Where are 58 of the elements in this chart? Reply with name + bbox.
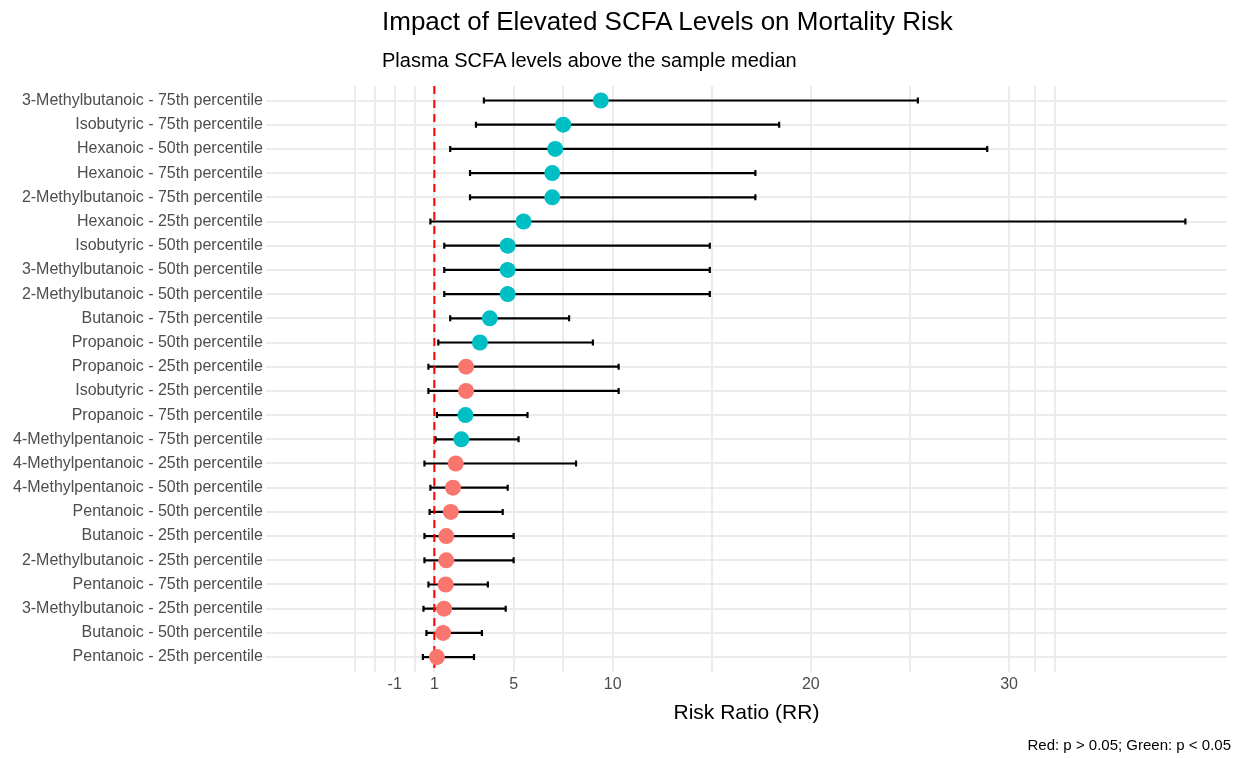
y-tick-label: Propanoic - 25th percentile xyxy=(71,357,264,375)
chart-subtitle: Plasma SCFA levels above the sample median xyxy=(382,49,797,72)
point xyxy=(437,576,454,593)
point xyxy=(544,165,561,182)
point xyxy=(435,624,452,641)
point xyxy=(438,528,455,545)
y-tick-label: 3-Methylbutanoic - 50th percentile xyxy=(21,260,264,278)
point xyxy=(428,649,445,666)
y-tick-label: Hexanoic - 50th percentile xyxy=(77,139,264,157)
y-tick-label: Isobutyric - 25th percentile xyxy=(75,381,264,399)
point xyxy=(544,189,561,206)
y-tick-label: Isobutyric - 75th percentile xyxy=(75,115,264,133)
x-tick-label: 5 xyxy=(509,674,519,692)
y-tick-label: 2-Methylbutanoic - 25th percentile xyxy=(21,550,264,568)
point xyxy=(515,213,532,230)
y-tick-label: Butanoic - 50th percentile xyxy=(81,623,264,641)
y-tick-label: Pentanoic - 75th percentile xyxy=(72,574,264,592)
y-tick-label: 4-Methylpentanoic - 50th percentile xyxy=(13,478,264,496)
point xyxy=(444,479,461,496)
y-tick-label: 2-Methylbutanoic - 50th percentile xyxy=(21,284,264,302)
x-tick-label: 1 xyxy=(429,674,439,692)
chart-title: Impact of Elevated SCFA Levels on Mortality Risk xyxy=(382,6,953,37)
point xyxy=(436,600,453,617)
x-axis-title: Risk Ratio (RR) xyxy=(673,700,820,724)
text: Red: p > 0.05; Green: p < 0.05 xyxy=(1027,736,1231,753)
y-tick-label: Pentanoic - 50th percentile xyxy=(72,502,264,520)
point xyxy=(592,92,609,109)
point xyxy=(458,358,475,375)
point xyxy=(447,455,464,472)
point xyxy=(457,407,474,424)
point xyxy=(547,140,564,157)
point xyxy=(438,552,455,569)
point xyxy=(471,334,488,351)
point xyxy=(499,237,516,254)
y-tick-label: Hexanoic - 25th percentile xyxy=(77,211,264,229)
point xyxy=(442,503,459,520)
point xyxy=(499,286,516,303)
x-tick-label: -1 xyxy=(387,674,402,692)
y-tick-label: 4-Methylpentanoic - 25th percentile xyxy=(13,453,264,471)
y-tick-label: 4-Methylpentanoic - 75th percentile xyxy=(13,429,264,447)
point xyxy=(555,116,572,133)
y-tick-label: Butanoic - 25th percentile xyxy=(81,526,264,544)
x-tick-label: 30 xyxy=(1000,674,1019,692)
y-tick-label: Hexanoic - 75th percentile xyxy=(77,163,264,181)
y-tick-label: Propanoic - 75th percentile xyxy=(71,405,264,423)
point xyxy=(458,382,475,399)
y-tick-label: Isobutyric - 50th percentile xyxy=(75,236,264,254)
point xyxy=(481,310,498,327)
y-tick-label: 2-Methylbutanoic - 75th percentile xyxy=(21,187,264,205)
point xyxy=(453,431,470,448)
y-tick-label: 3-Methylbutanoic - 25th percentile xyxy=(21,599,264,617)
x-tick-label: 10 xyxy=(603,674,622,692)
y-tick-label: Propanoic - 50th percentile xyxy=(71,332,264,350)
point xyxy=(499,261,516,278)
x-tick-label: 20 xyxy=(801,674,820,692)
y-tick-label: Butanoic - 75th percentile xyxy=(81,308,264,326)
y-tick-label: Pentanoic - 25th percentile xyxy=(72,647,264,665)
y-tick-label: 3-Methylbutanoic - 75th percentile xyxy=(21,90,264,108)
